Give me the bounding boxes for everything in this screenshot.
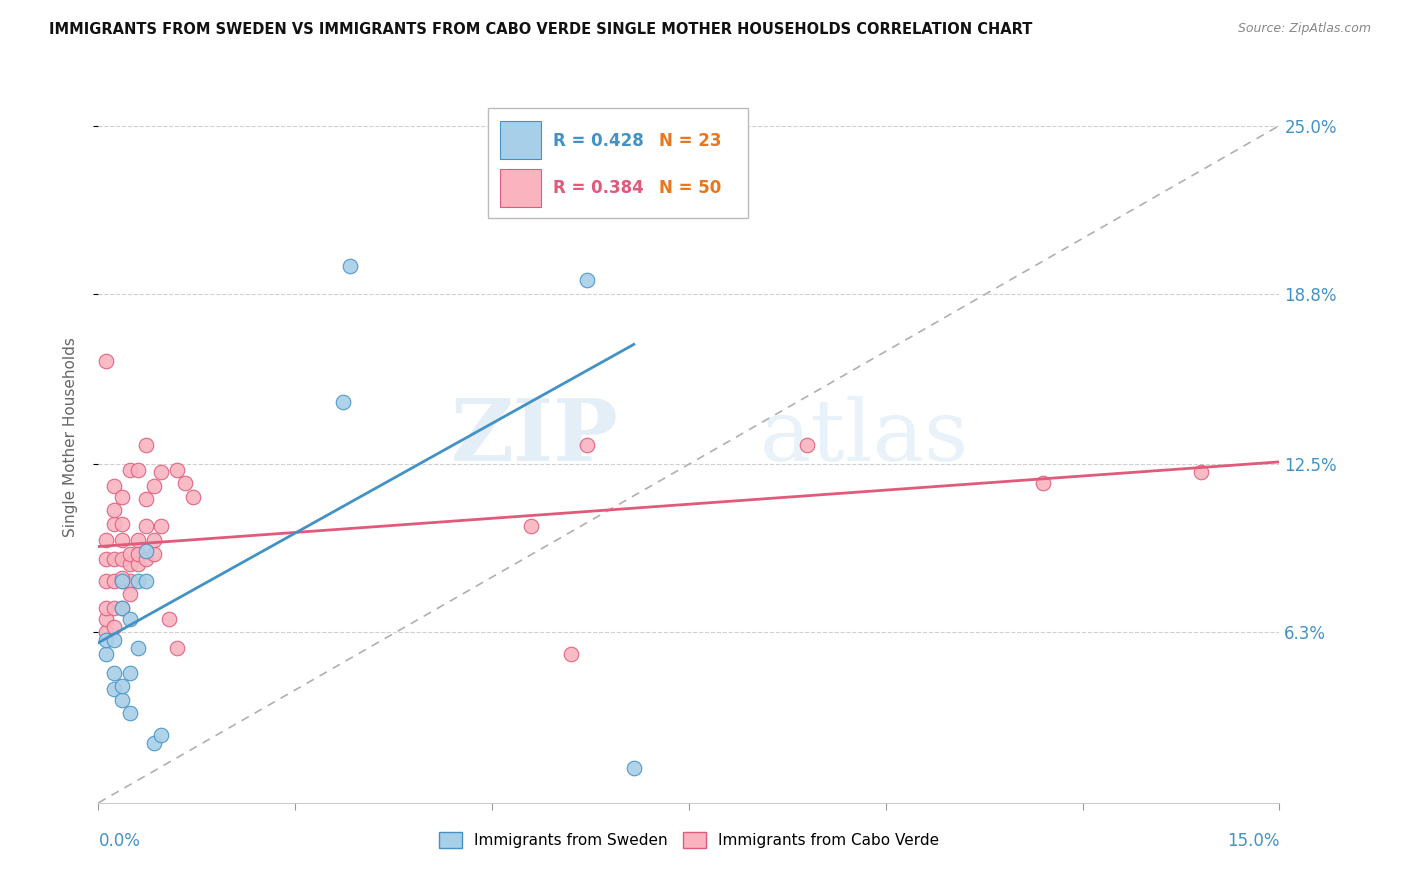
Point [111, 552, 134, 566]
Point [111, 693, 134, 707]
Point [111, 600, 134, 615]
Point [135, 519, 157, 533]
Point [118, 665, 141, 680]
Point [111, 574, 134, 588]
Point [142, 533, 165, 547]
Text: IMMIGRANTS FROM SWEDEN VS IMMIGRANTS FROM CABO VERDE SINGLE MOTHER HOUSEHOLDS CO: IMMIGRANTS FROM SWEDEN VS IMMIGRANTS FRO… [49, 22, 1032, 37]
Point [103, 574, 125, 588]
Point [150, 728, 173, 742]
Point [520, 519, 543, 533]
Point [339, 260, 361, 274]
Point [118, 547, 141, 561]
Point [103, 552, 125, 566]
Point [96, 574, 118, 588]
Point [96, 533, 118, 547]
Point [150, 465, 173, 479]
Text: N = 50: N = 50 [659, 179, 721, 197]
Point [111, 571, 134, 585]
Point [127, 574, 149, 588]
Point [166, 641, 188, 656]
Point [118, 706, 141, 721]
Bar [501, 121, 541, 159]
Point [111, 490, 134, 504]
Point [135, 574, 157, 588]
Point [118, 462, 141, 476]
Point [103, 600, 125, 615]
Point [96, 633, 118, 648]
Point [127, 533, 149, 547]
Point [118, 574, 141, 588]
Point [103, 665, 125, 680]
Text: atlas: atlas [759, 395, 969, 479]
Point [118, 587, 141, 601]
Point [1032, 476, 1054, 491]
Point [135, 552, 157, 566]
Point [127, 558, 149, 572]
Point [135, 492, 157, 507]
Text: R = 0.384: R = 0.384 [553, 179, 644, 197]
Point [96, 611, 118, 625]
Text: 15.0%: 15.0% [1227, 832, 1279, 850]
Point [1189, 465, 1212, 479]
Point [347, 51, 370, 65]
Point [111, 600, 134, 615]
Point [142, 547, 165, 561]
Text: N = 23: N = 23 [659, 132, 721, 150]
Point [127, 547, 149, 561]
Point [96, 552, 118, 566]
Point [181, 490, 204, 504]
Text: 0.0%: 0.0% [98, 832, 141, 850]
Text: ZIP: ZIP [450, 395, 619, 479]
Point [127, 641, 149, 656]
Point [575, 438, 598, 452]
Point [103, 633, 125, 648]
Point [103, 620, 125, 634]
Point [111, 533, 134, 547]
Point [127, 462, 149, 476]
Point [118, 611, 141, 625]
Text: Source: ZipAtlas.com: Source: ZipAtlas.com [1237, 22, 1371, 36]
Point [96, 647, 118, 661]
Point [111, 679, 134, 693]
Point [166, 462, 188, 476]
Point [96, 625, 118, 640]
Point [575, 273, 598, 287]
Point [135, 438, 157, 452]
Point [96, 354, 118, 368]
Point [118, 558, 141, 572]
Point [96, 600, 118, 615]
Point [103, 479, 125, 493]
Point [150, 519, 173, 533]
Point [111, 516, 134, 531]
Y-axis label: Single Mother Households: Single Mother Households [63, 337, 77, 537]
Point [135, 544, 157, 558]
Point [796, 438, 818, 452]
Point [332, 395, 354, 409]
Text: R = 0.428: R = 0.428 [553, 132, 644, 150]
FancyBboxPatch shape [488, 108, 748, 218]
Legend: Immigrants from Sweden, Immigrants from Cabo Verde: Immigrants from Sweden, Immigrants from … [433, 826, 945, 854]
Point [142, 736, 165, 750]
Point [560, 647, 582, 661]
Bar [501, 169, 541, 207]
Point [111, 574, 134, 588]
Point [157, 611, 180, 625]
Point [103, 681, 125, 696]
Point [103, 516, 125, 531]
Point [103, 503, 125, 517]
Point [623, 761, 645, 775]
Point [142, 479, 165, 493]
Point [174, 476, 197, 491]
